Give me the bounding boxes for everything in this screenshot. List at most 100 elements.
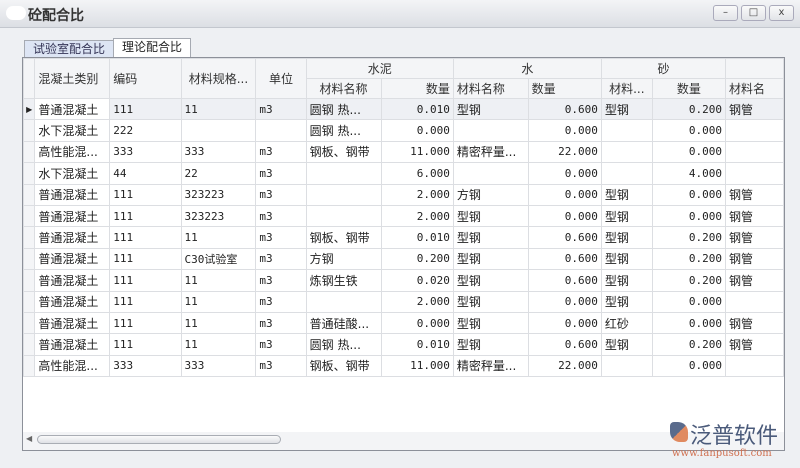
table-cell[interactable] <box>600 354 653 378</box>
table-cell[interactable]: 0.200 <box>380 247 454 271</box>
table-cell[interactable]: 型钢 <box>600 97 653 121</box>
table-cell[interactable]: 普通混凝土 <box>34 269 111 292</box>
col-header-spec[interactable]: 材料规格... <box>180 58 257 99</box>
table-cell[interactable]: 型钢 <box>452 290 529 313</box>
row-header[interactable] <box>23 269 36 292</box>
table-row[interactable]: 普通混凝土 111 11 m3 2.000 型钢 0.000 型钢 0.000 <box>23 290 784 313</box>
table-cell[interactable]: 水下混凝土 <box>34 119 111 142</box>
col-header-next-name[interactable]: 材料名 <box>725 78 784 99</box>
table-cell[interactable]: 111 <box>109 97 182 121</box>
table-cell[interactable]: 钢板、钢带 <box>305 226 382 249</box>
table-cell[interactable] <box>600 119 653 142</box>
table-cell[interactable]: 普通混凝土 <box>34 183 111 206</box>
table-cell[interactable]: 钢管 <box>725 226 784 249</box>
row-header[interactable] <box>23 183 36 206</box>
table-cell[interactable] <box>600 140 653 164</box>
table-cell[interactable]: 型钢 <box>600 290 653 313</box>
table-cell[interactable]: 钢管 <box>725 333 784 356</box>
table-cell[interactable]: 普通混凝土 <box>34 226 111 249</box>
table-cell[interactable]: 普通混凝土 <box>34 311 111 335</box>
row-header[interactable] <box>23 119 36 142</box>
table-cell[interactable]: m3 <box>255 333 307 356</box>
table-row[interactable]: 普通混凝土 111 11 m3 钢板、钢带 0.010 型钢 0.600 型钢 0.200 钢管 <box>23 226 784 249</box>
table-cell[interactable]: 圆钢 热... <box>305 119 382 142</box>
table-cell[interactable] <box>180 119 257 142</box>
table-cell[interactable]: 0.000 <box>527 162 602 185</box>
table-cell[interactable]: 111 <box>109 333 182 356</box>
col-header-code[interactable]: 编码 <box>109 58 182 99</box>
table-cell[interactable] <box>725 354 784 378</box>
table-cell[interactable]: 型钢 <box>600 183 653 206</box>
table-cell[interactable]: 2.000 <box>380 183 454 206</box>
table-cell[interactable]: 11 <box>180 311 257 335</box>
table-cell[interactable]: 钢管 <box>725 97 784 121</box>
table-cell[interactable]: 型钢 <box>600 269 653 292</box>
table-cell[interactable]: 0.000 <box>651 290 727 313</box>
table-cell[interactable]: 型钢 <box>600 247 653 271</box>
table-cell[interactable]: 0.000 <box>651 311 727 335</box>
table-cell[interactable]: m3 <box>255 290 307 313</box>
table-cell[interactable]: 0.000 <box>651 354 727 378</box>
table-cell[interactable]: 111 <box>109 204 182 228</box>
table-cell[interactable]: 型钢 <box>600 226 653 249</box>
table-cell[interactable]: 0.200 <box>651 247 727 271</box>
table-cell[interactable]: C30试验室 <box>180 247 257 271</box>
close-button[interactable]: x <box>769 5 794 21</box>
table-cell[interactable]: 0.000 <box>651 140 727 164</box>
table-cell[interactable]: 0.600 <box>527 97 602 121</box>
table-cell[interactable]: m3 <box>255 162 307 185</box>
table-row[interactable]: 普通混凝土 111 C30试验室 m3 方钢 0.200 型钢 0.600 型钢 0.200 钢管 <box>23 247 784 271</box>
row-header[interactable] <box>23 226 36 249</box>
row-header[interactable] <box>23 290 36 313</box>
table-cell[interactable]: m3 <box>255 311 307 335</box>
table-cell[interactable]: 0.000 <box>527 119 602 142</box>
table-cell[interactable]: 0.010 <box>380 333 454 356</box>
col-header-cement-name[interactable]: 材料名称 <box>305 78 382 99</box>
table-cell[interactable]: 111 <box>109 247 182 271</box>
table-cell[interactable]: 111 <box>109 269 182 292</box>
table-cell[interactable]: 方钢 <box>305 247 382 271</box>
table-cell[interactable] <box>305 204 382 228</box>
col-header-sand-qty[interactable]: 数量 <box>651 78 727 99</box>
table-cell[interactable]: 型钢 <box>452 247 529 271</box>
row-header[interactable] <box>23 247 36 271</box>
table-cell[interactable]: 钢管 <box>725 247 784 271</box>
table-cell[interactable]: 0.020 <box>380 269 454 292</box>
table-cell[interactable]: 钢管 <box>725 269 784 292</box>
row-header[interactable] <box>23 140 36 164</box>
table-cell[interactable]: 11 <box>180 97 257 121</box>
col-header-unit[interactable]: 单位 <box>255 58 307 99</box>
table-row[interactable]: 高性能混... 333 333 m3 钢板、钢带 11.000 精密秤量... 22.000 0… <box>23 354 784 378</box>
table-cell[interactable]: m3 <box>255 97 307 121</box>
col-header-cement-qty[interactable]: 数量 <box>380 78 454 99</box>
col-header-sand-name[interactable]: 材料... <box>600 78 653 99</box>
table-cell[interactable] <box>305 162 382 185</box>
table-row[interactable]: 水下混凝土 44 22 m3 6.000 0.000 4.000 <box>23 162 784 185</box>
table-cell[interactable]: 11 <box>180 226 257 249</box>
table-cell[interactable]: 0.000 <box>527 311 602 335</box>
table-cell[interactable]: 22 <box>180 162 257 185</box>
table-cell[interactable]: 型钢 <box>452 269 529 292</box>
table-cell[interactable]: 0.200 <box>651 97 727 121</box>
table-cell[interactable]: 精密秤量... <box>452 354 529 378</box>
table-cell[interactable]: 4.000 <box>651 162 727 185</box>
table-cell[interactable]: 0.600 <box>527 247 602 271</box>
table-cell[interactable]: 11.000 <box>380 354 454 378</box>
table-cell[interactable]: 333 <box>109 140 182 164</box>
table-cell[interactable]: 型钢 <box>452 226 529 249</box>
table-cell[interactable]: 型钢 <box>452 311 529 335</box>
table-cell[interactable]: 11.000 <box>380 140 454 164</box>
row-header[interactable] <box>23 333 36 356</box>
table-cell[interactable]: 333 <box>180 140 257 164</box>
table-cell[interactable]: 0.010 <box>380 97 454 121</box>
table-cell[interactable]: 0.000 <box>651 204 727 228</box>
table-cell[interactable]: 2.000 <box>380 204 454 228</box>
table-cell[interactable]: 高性能混... <box>34 354 111 378</box>
table-cell[interactable]: m3 <box>255 204 307 228</box>
table-cell[interactable] <box>452 162 529 185</box>
table-cell[interactable]: 普通混凝土 <box>34 204 111 228</box>
table-cell[interactable]: 0.200 <box>651 269 727 292</box>
table-cell[interactable]: 0.600 <box>527 269 602 292</box>
table-row[interactable]: 普通混凝土 111 11 m3 普通硅酸... 0.000 型钢 0.000 红砂 0.000 钢管 <box>23 311 784 335</box>
table-cell[interactable]: 0.600 <box>527 226 602 249</box>
